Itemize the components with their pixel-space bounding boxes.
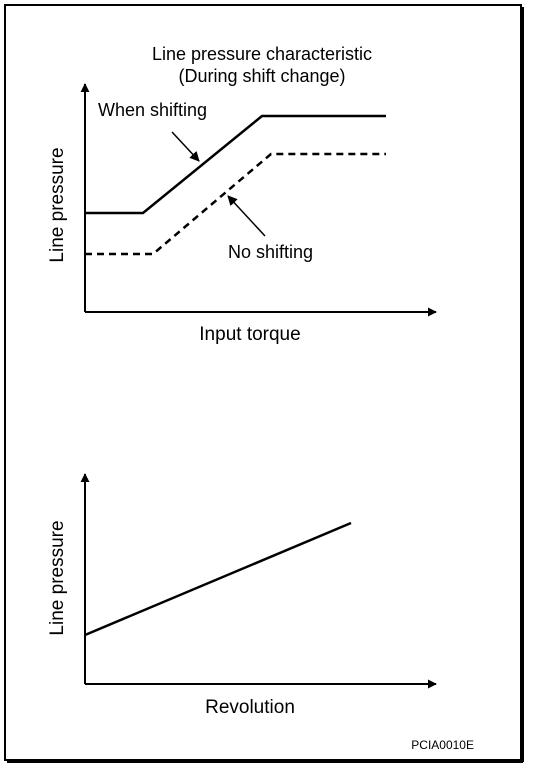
no-shifting-pointer	[227, 195, 266, 237]
top-chart: Line pressure characteristic (During shi…	[47, 44, 437, 345]
figure-code: PCIA0010E	[411, 738, 474, 752]
top-chart-title-line1: Line pressure characteristic	[152, 44, 372, 64]
bottom-chart-x-axis-label: Revolution	[205, 697, 295, 718]
top-chart-x-axis-label: Input torque	[199, 324, 300, 345]
when-shifting-line	[85, 114, 386, 215]
no-shifting-line	[85, 152, 386, 256]
no-shifting-label: No shifting	[228, 242, 313, 262]
bottom-chart-y-axis-label: Line pressure	[47, 520, 68, 635]
figure-border	[4, 4, 522, 761]
line-pressure-vs-revolution-line	[84, 521, 352, 637]
bottom-chart: Line pressure Revolution	[47, 473, 437, 718]
when-shifting-pointer	[171, 131, 200, 162]
top-chart-y-axis-label: Line pressure	[47, 147, 68, 262]
when-shifting-label: When shifting	[98, 100, 207, 120]
top-chart-title-line2: (During shift change)	[178, 66, 345, 86]
